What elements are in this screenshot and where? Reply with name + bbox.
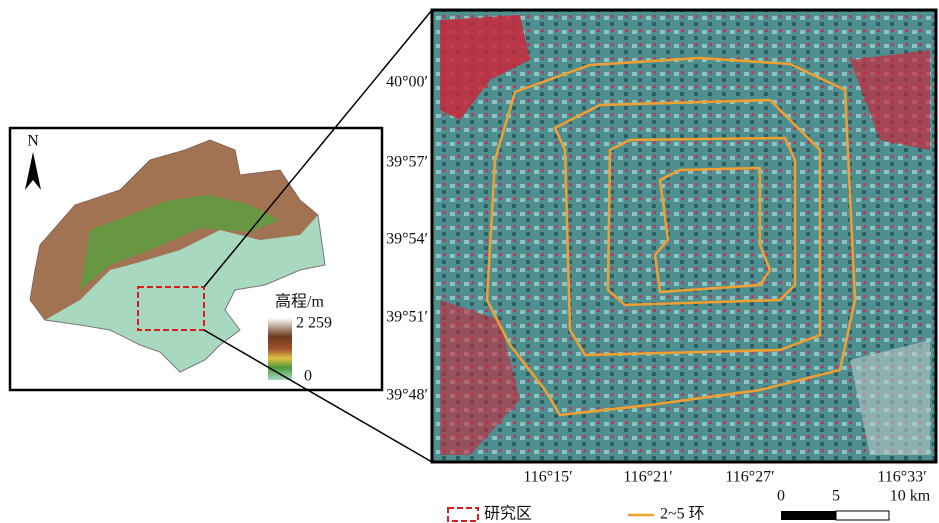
longitude-label: 116°27′ (725, 469, 774, 486)
elevation-min: 0 (304, 368, 312, 385)
vegetation (440, 300, 520, 455)
elevation-title: 高程/m (275, 293, 324, 311)
urban (850, 340, 930, 455)
latitude-label: 39°51′ (386, 309, 428, 326)
longitude-label: 116°21′ (623, 469, 672, 486)
inset-frame (8, 126, 384, 392)
legend-study-area (447, 507, 479, 522)
scale-label: 10 km (890, 488, 931, 505)
ring-roads (485, 56, 857, 417)
connector (203, 329, 433, 463)
vegetation (850, 50, 930, 150)
latitude-label: 39°48′ (386, 387, 428, 404)
elevation-max: 2 259 (296, 315, 332, 332)
scale-bar (835, 510, 890, 521)
latitude-label: 40°00′ (386, 74, 428, 91)
scale-label: 5 (832, 488, 840, 505)
vegetation (440, 15, 530, 120)
latitude-label: 39°54′ (386, 231, 428, 248)
longitude-label: 116°15′ (523, 469, 572, 486)
legend-label: 研究区 (484, 505, 532, 523)
longitude-label: 116°33′ (877, 469, 926, 486)
foothills (80, 195, 280, 290)
latitude-label: 39°57′ (386, 154, 428, 171)
legend-label: 2~5 环 (660, 506, 705, 523)
map-frame (430, 8, 938, 464)
study-area (137, 286, 205, 331)
north-label: N (27, 133, 39, 150)
scale-bar (781, 511, 836, 520)
north-arrow (25, 152, 41, 190)
elevation-bar (268, 318, 292, 380)
connector (203, 9, 433, 288)
scale-label: 0 (777, 488, 785, 505)
